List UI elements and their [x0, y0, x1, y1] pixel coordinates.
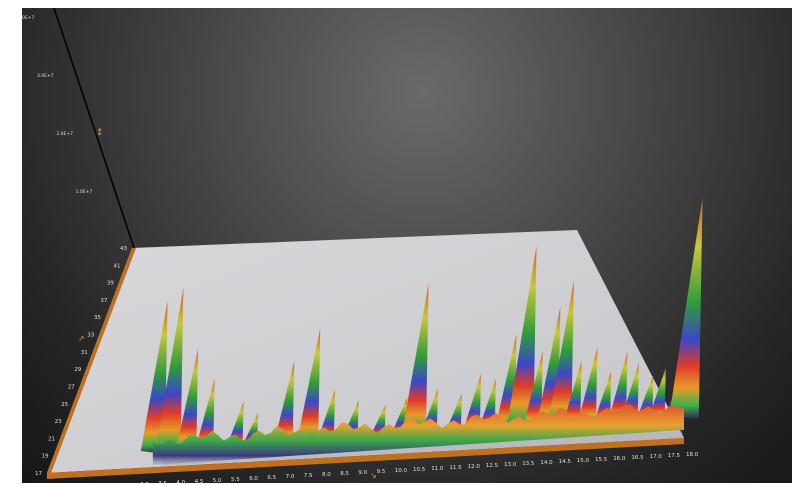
x-tick-label: 11.0: [431, 466, 444, 472]
y-tick-label: 35: [94, 315, 101, 321]
x-tick-label: 6.5: [267, 475, 276, 481]
z-tick-label: 4.0E+7: [22, 15, 34, 21]
x-tick-label: 16.5: [631, 455, 644, 461]
x-tick-label: 12.5: [486, 463, 499, 469]
x-tick-label: 14.5: [559, 459, 572, 465]
x-tick-label: 7.5: [304, 473, 313, 479]
x-tick-label: 10.0: [395, 468, 408, 474]
z-tick-label: 1.0E+7: [76, 189, 93, 195]
x-tick-label: 13.0: [504, 462, 517, 468]
x-tick-label: 8.5: [340, 471, 349, 477]
x-tick-label: 9.0: [358, 470, 367, 476]
peak: [155, 287, 184, 453]
z-tick-label: 2.0E+7: [56, 131, 73, 137]
peak: [669, 197, 703, 419]
peak: [297, 328, 321, 444]
y-tick-label: 19: [42, 454, 49, 460]
peak: [547, 280, 574, 428]
x-tick-label: 3.5: [158, 481, 167, 483]
x-tick-label: 6.0: [249, 476, 258, 482]
peak: [608, 351, 628, 424]
x-tick-label: 15.0: [577, 458, 590, 464]
x-axis-marker: ↘: [370, 471, 377, 480]
baseline-ridge-layer: [152, 403, 684, 465]
x-tick-label: 13.5: [522, 461, 535, 467]
floor-shadow: [162, 431, 684, 466]
x-tick-label: 18.0: [686, 452, 699, 458]
y-tick-label: 17: [35, 471, 42, 477]
z-axis-line: [53, 8, 135, 249]
y-tick-label: 23: [55, 419, 62, 425]
y-tick-label: 39: [107, 281, 114, 287]
peak: [523, 351, 543, 429]
x-tick-label: 5.5: [231, 477, 240, 483]
x-ticks: 0.51.01.52.02.53.03.54.04.55.05.56.06.57…: [140, 452, 699, 483]
peak: [506, 245, 537, 430]
y-tick-label: 27: [68, 384, 75, 390]
y-tick-label: 43: [120, 246, 127, 252]
x-tick-label: 7.0: [286, 474, 295, 480]
y-ticks: 17 19 21 23 25 27 29 31 33 35 37 39 41 43: [35, 246, 127, 477]
y-tick-label: 25: [61, 402, 68, 408]
z-ticks: 1.0E+7 2.0E+7 3.0E+7 4.0E+7: [22, 15, 92, 195]
z-tick-label: 3.0E+7: [37, 73, 54, 79]
x-tick-label: 14.0: [540, 460, 553, 466]
x-axis-rail: [47, 438, 684, 479]
x-tick-label: 17.5: [668, 453, 681, 459]
peak: [563, 360, 582, 427]
surface-chart: ↕ 0.51.01.52.02.53.03.54.04.55.05.56.06.…: [22, 8, 703, 483]
peak: [401, 283, 429, 437]
x-tick-label: 8.0: [322, 472, 331, 478]
x-tick-label: 11.5: [449, 465, 462, 471]
peak: [140, 301, 168, 454]
y-tick-label: 31: [81, 350, 88, 356]
x-tick-label: 3.0: [140, 482, 149, 483]
y-tick-label: 21: [48, 436, 55, 442]
x-tick-label: 4.5: [195, 479, 204, 483]
y-axis-marker: ↗: [78, 334, 85, 343]
x-tick-label: 17.0: [650, 454, 663, 460]
x-tick-label: 12.0: [468, 464, 481, 470]
x-tick-label: 9.5: [377, 469, 386, 475]
y-tick-label: 41: [113, 263, 120, 269]
chart-3d-stage[interactable]: ↕ 0.51.01.52.02.53.03.54.04.55.05.56.06.…: [22, 8, 792, 483]
x-tick-label: 16.0: [613, 456, 626, 462]
x-tick-label: 4.0: [176, 480, 185, 483]
y-tick-label: 33: [87, 333, 94, 339]
x-tick-label: 5.0: [213, 478, 222, 483]
y-tick-label: 37: [100, 298, 107, 304]
peak: [274, 361, 295, 446]
peak: [577, 347, 598, 426]
x-tick-label: 15.5: [595, 457, 608, 463]
peak: [648, 367, 666, 421]
x-tick-label: 10.5: [413, 467, 426, 473]
peak: [176, 348, 199, 452]
z-axis-marker: ↕: [96, 128, 104, 138]
y-axis-rail: [47, 248, 136, 473]
y-tick-label: 29: [74, 367, 81, 373]
baseline-ridge: [152, 403, 684, 465]
